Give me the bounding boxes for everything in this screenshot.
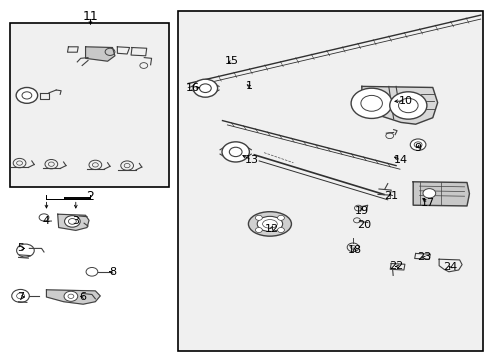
- Text: 23: 23: [417, 252, 430, 262]
- Circle shape: [64, 291, 78, 301]
- Text: 15: 15: [225, 56, 239, 66]
- Text: 18: 18: [347, 245, 361, 255]
- Circle shape: [277, 228, 284, 233]
- Text: 16: 16: [186, 83, 200, 93]
- Text: 22: 22: [388, 261, 403, 271]
- Text: 24: 24: [442, 262, 456, 272]
- Circle shape: [64, 216, 80, 227]
- Polygon shape: [412, 182, 468, 206]
- Polygon shape: [361, 86, 437, 124]
- Circle shape: [409, 139, 425, 150]
- Circle shape: [222, 142, 249, 162]
- Circle shape: [255, 228, 262, 233]
- Text: 10: 10: [398, 96, 412, 106]
- Text: 13: 13: [244, 155, 258, 165]
- Text: 6: 6: [80, 292, 86, 302]
- Text: 9: 9: [414, 143, 421, 153]
- Text: 11: 11: [82, 10, 98, 23]
- Polygon shape: [85, 47, 115, 61]
- Text: 20: 20: [357, 220, 370, 230]
- Text: 8: 8: [109, 267, 116, 277]
- Text: 14: 14: [393, 155, 407, 165]
- Bar: [178, 11, 482, 351]
- Circle shape: [255, 215, 262, 220]
- Text: 2: 2: [86, 190, 94, 203]
- Circle shape: [277, 215, 284, 220]
- Circle shape: [422, 189, 435, 198]
- Text: 17: 17: [420, 198, 434, 208]
- Ellipse shape: [257, 216, 282, 231]
- Ellipse shape: [248, 212, 291, 236]
- Circle shape: [350, 88, 391, 118]
- Text: 7: 7: [17, 292, 24, 302]
- Circle shape: [389, 92, 426, 119]
- Text: 19: 19: [354, 206, 368, 216]
- Polygon shape: [46, 290, 100, 304]
- Polygon shape: [58, 214, 89, 230]
- Circle shape: [16, 87, 38, 103]
- Text: 5: 5: [17, 243, 24, 253]
- Text: 1: 1: [245, 81, 252, 91]
- Text: 12: 12: [264, 224, 278, 234]
- Bar: [10, 23, 168, 187]
- Text: 4: 4: [43, 216, 50, 226]
- Text: 3: 3: [72, 216, 79, 226]
- Text: 21: 21: [384, 191, 397, 201]
- Circle shape: [193, 79, 217, 97]
